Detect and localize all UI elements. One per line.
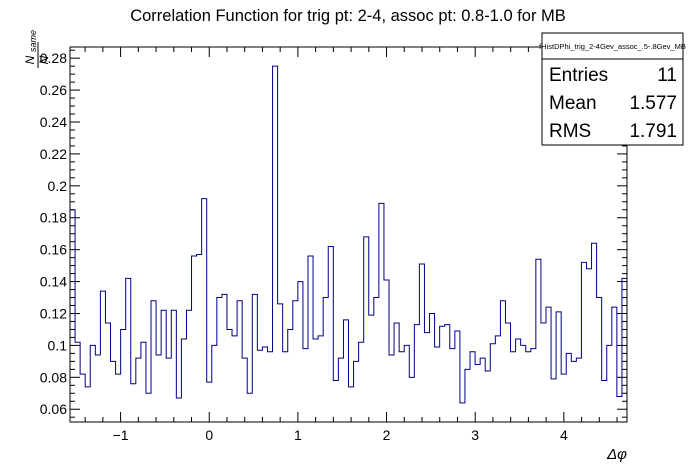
y-axis-label-denominator: N xyxy=(37,55,51,64)
y-tick-label: 0.28 xyxy=(40,50,67,66)
x-tick-label: 0 xyxy=(205,427,213,443)
y-tick-label: 0.2 xyxy=(48,178,68,194)
stats-entries-value: 11 xyxy=(657,65,677,86)
x-tick-label: −1 xyxy=(113,427,129,443)
y-axis-label-numerator: N xyxy=(23,55,37,64)
stats-mean-label: Mean xyxy=(549,93,597,114)
y-tick-label: 0.14 xyxy=(40,274,67,290)
plot-frame xyxy=(69,46,628,423)
x-tick-label: 2 xyxy=(383,427,391,443)
y-tick-label: 0.22 xyxy=(40,146,67,162)
x-axis-label: Δφ xyxy=(606,446,627,463)
y-tick-label: 0.16 xyxy=(40,242,67,258)
x-tick-label: 4 xyxy=(560,427,568,443)
axis-ticks: −1 0 1 2 3 4 0.06 0.08 0.1 0.12 0.14 0.16 0.18 0.2 0.2… xyxy=(40,47,627,443)
y-tick-label: 0.1 xyxy=(48,337,68,353)
y-tick-label: 0.06 xyxy=(40,401,67,417)
stats-mean-value: 1.577 xyxy=(629,93,677,114)
y-tick-label: 0.12 xyxy=(40,305,67,321)
y-axis-label-numerator-subscript: same xyxy=(28,30,38,52)
chart-title: Correlation Function for trig pt: 2-4, a… xyxy=(130,7,566,25)
stats-rms-value: 1.791 xyxy=(629,121,677,142)
histogram-step-line xyxy=(70,65,627,404)
stats-box-frame xyxy=(541,32,684,146)
y-axis-label: N same N xyxy=(23,30,51,68)
stats-box: fHistDPhi_trig_2-4Gev_assoc_.5-.8Gev_MB … xyxy=(539,32,686,146)
stats-histogram-name: fHistDPhi_trig_2-4Gev_assoc_.5-.8Gev_MB xyxy=(539,42,686,51)
y-tick-label: 0.08 xyxy=(40,369,67,385)
x-tick-label: 3 xyxy=(471,427,479,443)
y-tick-label: 0.24 xyxy=(40,114,67,130)
x-tick-label: 1 xyxy=(294,427,302,443)
stats-rms-label: RMS xyxy=(549,121,591,142)
stats-entries-label: Entries xyxy=(549,65,608,86)
y-tick-label: 0.26 xyxy=(40,82,67,98)
y-tick-label: 0.18 xyxy=(40,210,67,226)
